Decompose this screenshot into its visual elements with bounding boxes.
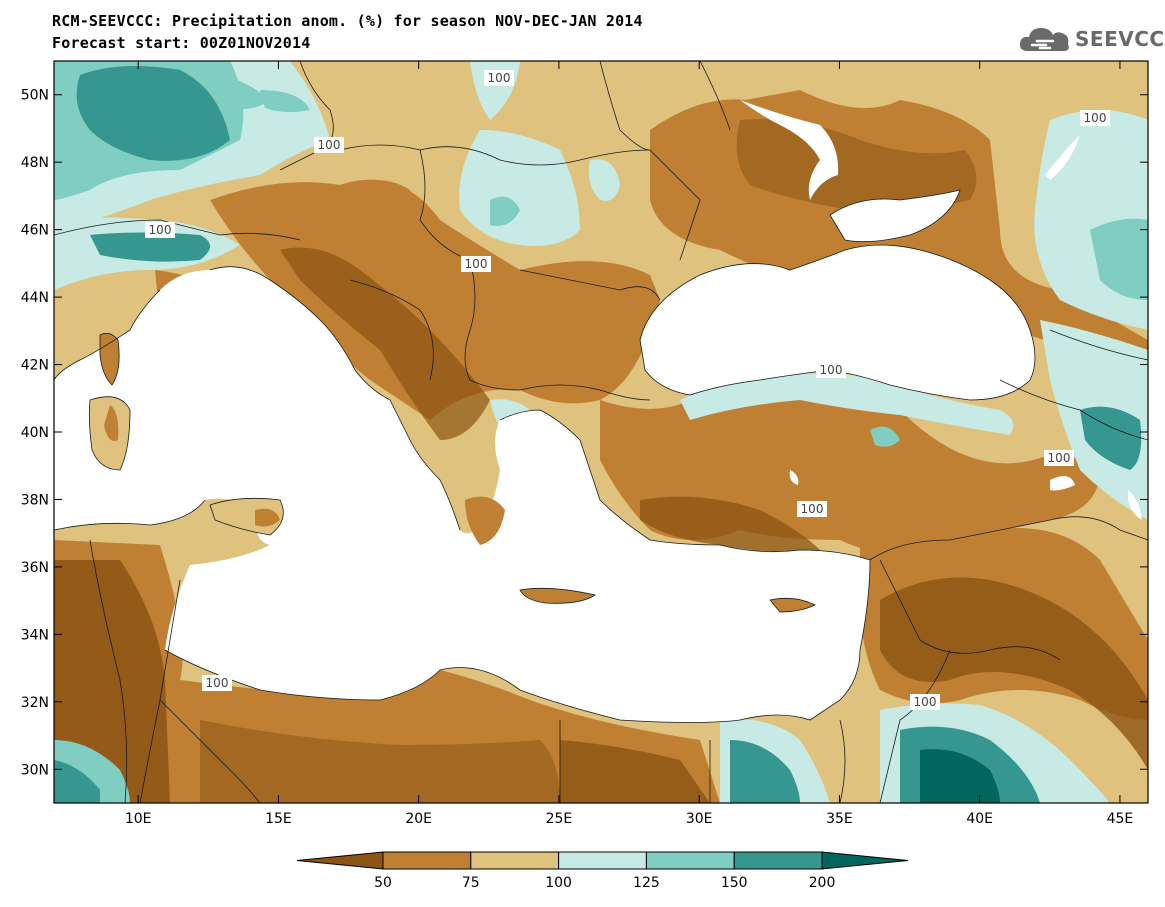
colorbar-swatch: [470, 851, 560, 870]
colorbar-swatch: [558, 851, 647, 870]
contour-label: 100: [318, 138, 341, 152]
contour-label: 100: [1084, 111, 1107, 125]
colorbar-level-label: 125: [633, 875, 660, 891]
contour-label: 100: [149, 223, 172, 237]
lat-tick-label: 32N: [21, 695, 49, 711]
contour-label: 100: [820, 363, 843, 377]
longitude-axis: 10E 15E 20E 25E 30E 35E 40E 45E: [125, 61, 1133, 827]
contour-label: 100: [914, 695, 937, 709]
colorbar-level-label: 150: [721, 875, 748, 891]
seevccc-logo: SEEVCCC: [1018, 24, 1165, 54]
lon-tick-label: 30E: [686, 811, 713, 827]
lon-tick-label: 25E: [546, 811, 573, 827]
contour-label: 100: [1048, 451, 1071, 465]
colorbar-high-triangle: [821, 851, 909, 870]
country-borders: [54, 61, 1148, 803]
latitude-axis: 50N 48N 46N 44N 42N 40N 38N 36N 34N 32N 30N: [21, 88, 1148, 778]
contour-label: 100: [801, 502, 824, 516]
colorbar-level-label: 100: [545, 875, 572, 891]
lon-tick-label: 35E: [826, 811, 853, 827]
colorbar-low-triangle: [296, 851, 384, 870]
lat-tick-label: 30N: [21, 762, 49, 778]
lat-tick-label: 36N: [21, 560, 49, 576]
lat-tick-label: 40N: [21, 425, 49, 441]
forecast-start-label: Forecast start: 00Z01NOV2014: [52, 34, 311, 52]
contour-label: 100: [465, 257, 488, 271]
contour-label: 100: [488, 71, 511, 85]
contour-labels: 100 100 100 100 100 100 100 100 100 100: [145, 70, 1110, 710]
lon-tick-label: 20E: [405, 811, 432, 827]
colorbar-swatch: [733, 851, 823, 870]
colorbar-swatch: [382, 851, 472, 870]
lat-tick-label: 44N: [21, 290, 49, 306]
colorbar-level-label: 50: [374, 875, 392, 891]
lat-tick-label: 38N: [21, 492, 49, 508]
lon-tick-label: 15E: [265, 811, 292, 827]
lat-tick-label: 46N: [21, 223, 49, 239]
lat-tick-label: 50N: [21, 88, 49, 104]
colorbar-level-label: 75: [462, 875, 480, 891]
anomaly-fields: [54, 61, 1148, 803]
colorbar-level-label: 200: [809, 875, 836, 891]
colorbar-swatch: [645, 851, 735, 870]
lat-tick-label: 42N: [21, 358, 49, 374]
cloud-icon: [1019, 28, 1069, 51]
contour-label: 100: [206, 676, 229, 690]
lon-tick-label: 40E: [966, 811, 993, 827]
lon-tick-label: 10E: [125, 811, 152, 827]
lat-tick-label: 48N: [21, 155, 49, 171]
lat-tick-label: 34N: [21, 627, 49, 643]
map-title: RCM-SEEVCCC: Precipitation anom. (%) for…: [52, 12, 643, 30]
colorbar: 50 75 100 125 150 200: [296, 851, 909, 891]
logo-text: SEEVCCC: [1075, 27, 1165, 51]
lon-tick-label: 45E: [1107, 811, 1134, 827]
